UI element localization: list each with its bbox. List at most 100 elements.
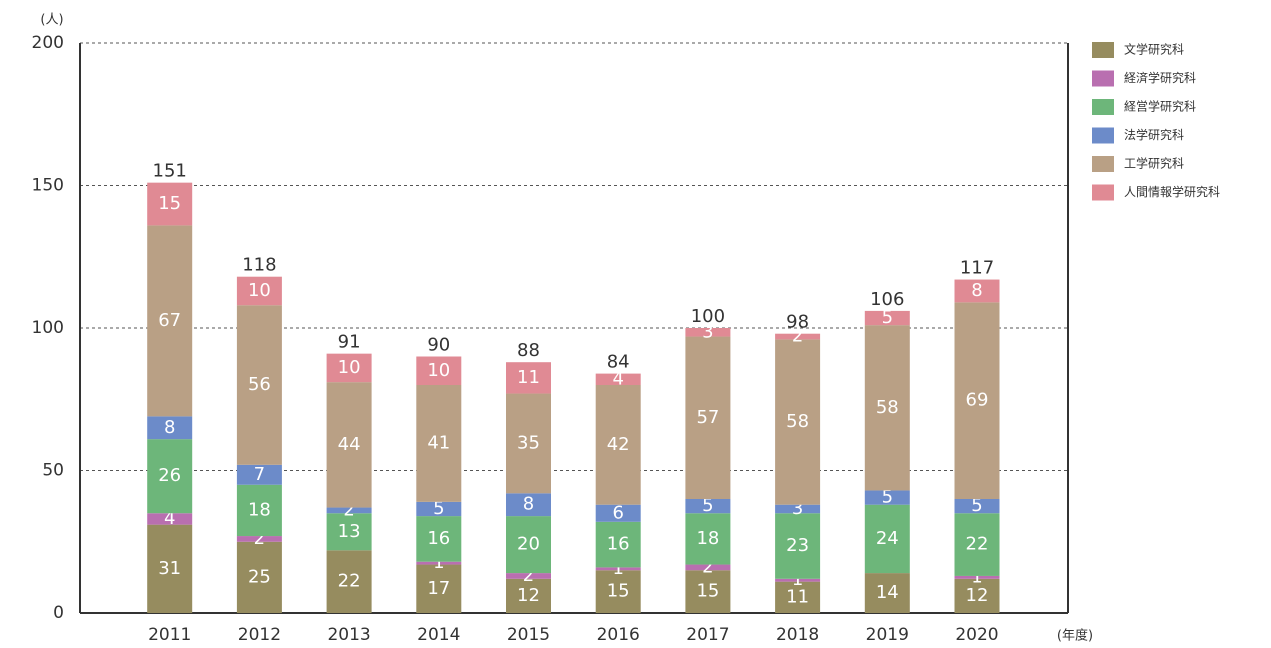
bar-segment-label: 15 [607,581,630,602]
bar-segment-label: 1 [971,566,982,587]
bar-segment [954,279,1000,303]
bar-segment [416,516,462,562]
x-tick-label: 2013 [327,625,370,645]
bar-segment-label: 69 [966,390,989,411]
legend-swatch [1092,99,1114,115]
bar-segment-label: 16 [607,534,630,555]
x-tick-label: 2012 [238,625,281,645]
bar-segment-label: 5 [702,495,713,516]
bar-segment [236,536,282,542]
bar-segment-label: 8 [164,417,175,438]
bar-segment-label: 4 [164,508,175,529]
bar-segment-label: 16 [427,528,450,549]
bar-segment [326,382,372,508]
legend-label: 法学研究科 [1124,127,1184,142]
legend-swatch [1092,70,1114,87]
bar-segment-label: 10 [248,280,271,301]
bar-segment [775,513,821,579]
bar-segment-label: 2 [523,565,534,586]
bar-segment-label: 2 [343,499,354,520]
bar-segment [864,573,910,613]
bar-segment [326,513,372,551]
bar-segment [864,504,910,574]
bar-segment [416,564,462,613]
bar-segment-label: 20 [517,534,540,555]
bar-segment [595,504,641,522]
total-label: 98 [786,312,809,333]
bar-segment-label: 2 [792,326,803,347]
bar-segment-label: 58 [876,397,899,418]
bar-segment [775,581,821,613]
bar-segment [416,501,462,517]
legend-label: 経営学研究科 [1124,99,1196,114]
bar-segment [685,564,731,571]
bar-segment-label: 41 [427,432,450,453]
bar-segment-label: 22 [338,571,361,592]
bar-segment-label: 57 [696,407,719,428]
bar-segment-label: 11 [517,367,540,388]
bar-segment [147,524,193,613]
y-tick-label: 50 [42,461,64,481]
bar-segment-label: 7 [254,464,265,485]
x-tick-label: 2015 [507,625,550,645]
bar-segment-label: 1 [612,558,623,579]
bar-segment-label: 67 [158,310,181,331]
bar-segment-label: 4 [612,368,623,389]
bar-segment [506,578,551,613]
bar-segment-label: 15 [696,581,719,602]
bar-segment [506,573,551,579]
y-tick-label: 200 [32,33,64,53]
bar-segment [595,567,641,571]
bar-segment [236,305,282,465]
bar-segment [775,504,821,514]
bar-segment-label: 14 [876,582,899,603]
bar-segment [595,570,641,613]
bar-segment [236,464,282,485]
x-tick-label: 2011 [148,625,191,645]
bar-segment-label: 24 [876,528,899,549]
total-label: 84 [607,352,630,373]
bar-segment-label: 1 [792,569,803,590]
legend-swatch [1092,156,1114,172]
bar-segment-label: 35 [517,432,540,453]
y-axis-unit: (人) [40,13,63,28]
bar-segment [326,353,372,383]
total-label: 88 [517,340,540,361]
bar-segment [595,385,641,505]
y-tick-label: 150 [32,176,64,196]
bar-segment-label: 8 [523,494,534,515]
bar-segment [954,575,1000,579]
bar-segment-label: 5 [882,307,893,328]
bar-segment-label: 6 [612,502,623,523]
bar-segment-label: 22 [966,534,989,555]
total-label: 100 [691,306,725,327]
bar-segment [775,578,821,582]
bar-segment-label: 44 [338,434,361,455]
bar-segment [147,225,193,417]
bar-segment [506,493,551,517]
legend-swatch [1092,42,1114,58]
bar-segment-label: 18 [248,499,271,520]
total-label: 90 [427,335,450,356]
bar-segment-label: 17 [427,578,450,599]
total-label: 118 [242,255,276,276]
bar-segment-label: 5 [882,487,893,508]
bar-segment [954,578,1000,613]
total-label: 117 [960,258,994,279]
x-tick-label: 2014 [417,625,460,645]
x-tick-label: 2020 [955,625,998,645]
bar-segment [595,373,641,385]
bar-segment [416,561,462,565]
bar-segment [236,276,282,306]
bar-segment [954,302,1000,499]
bar-segment [685,328,731,337]
bar-segment [147,416,193,440]
bar-segment-label: 26 [158,465,181,486]
legend-label: 経済学研究科 [1124,70,1196,85]
bar-segment-label: 18 [696,528,719,549]
bar-segment-label: 56 [248,374,271,395]
bar-segment [506,393,551,494]
bar-segment-label: 42 [607,434,630,455]
bar-segment-label: 15 [158,193,181,214]
